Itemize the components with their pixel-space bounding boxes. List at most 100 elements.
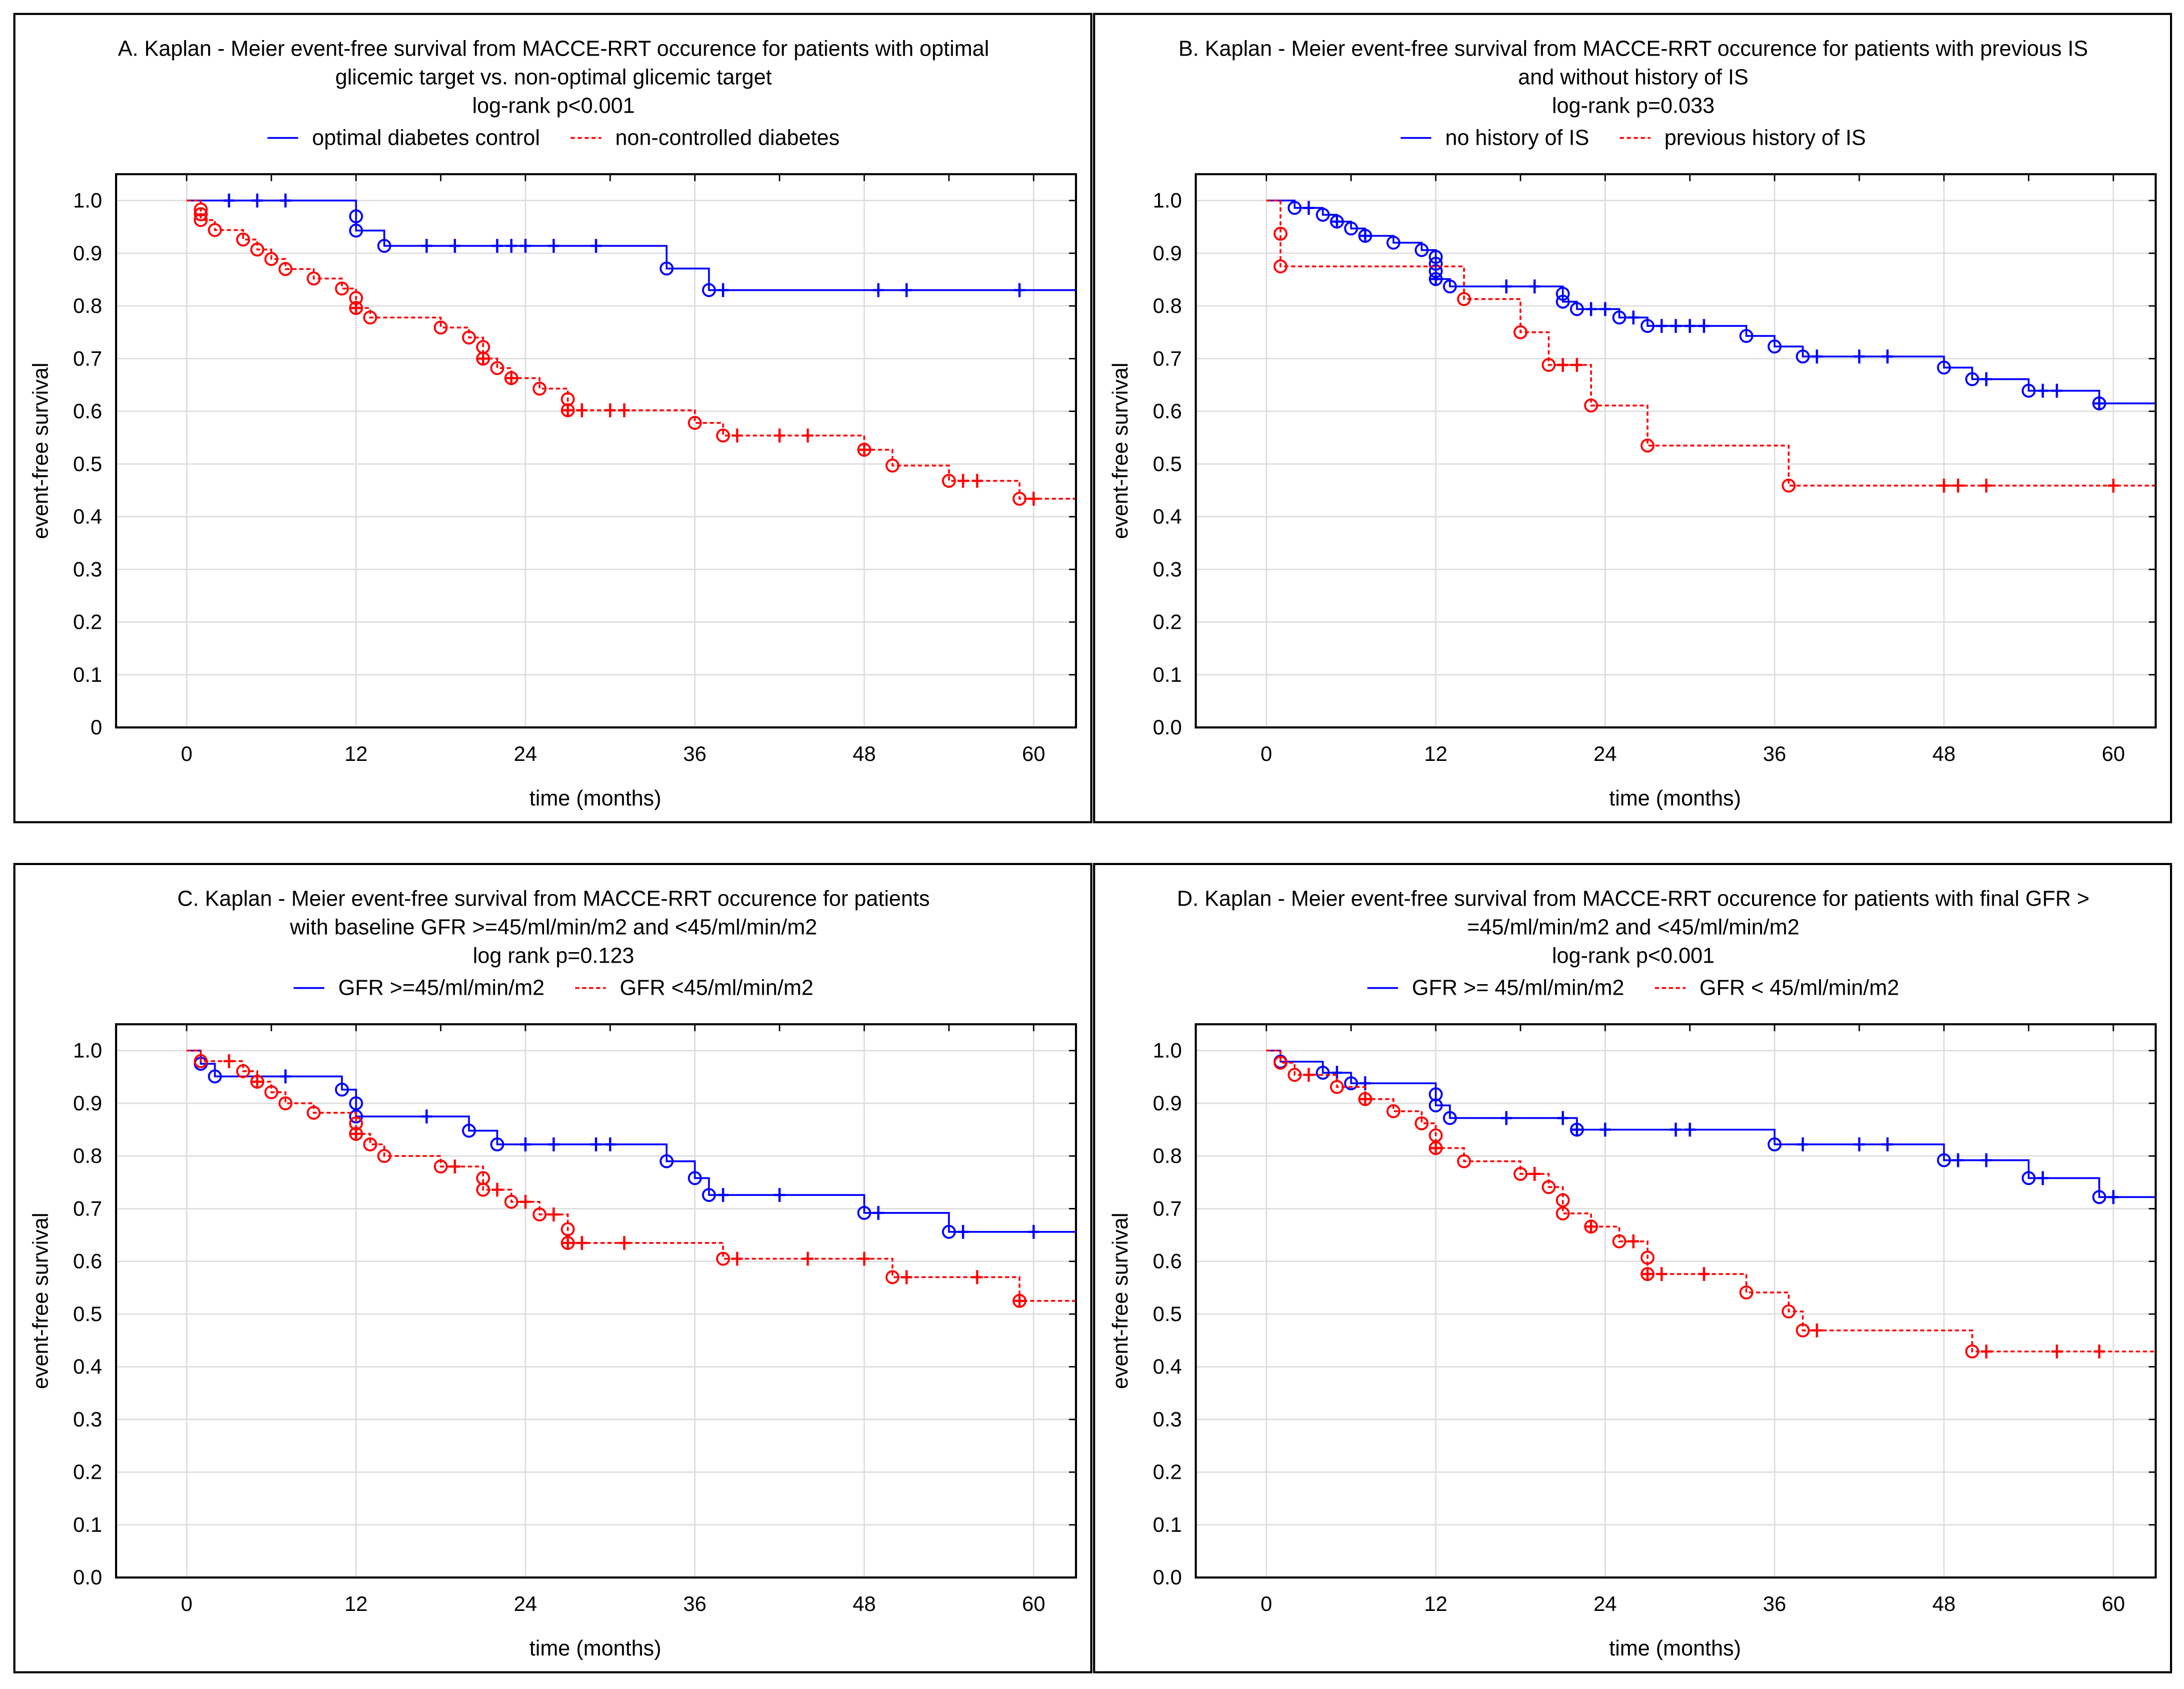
event-marker <box>660 1154 674 1168</box>
event-marker <box>857 1206 871 1220</box>
censor-marker <box>957 1224 969 1239</box>
y-tick-label: 0.1 <box>73 663 102 686</box>
event-marker <box>278 1096 293 1110</box>
legend: optimal diabetes control non-controlled d… <box>267 126 840 150</box>
censor-marker <box>2051 383 2063 398</box>
panel-b: B. Kaplan - Meier event-free survival fr… <box>1093 13 2172 823</box>
event-marker <box>1767 339 1782 354</box>
event-marker <box>433 1159 448 1174</box>
event-marker <box>194 1054 208 1068</box>
event-marker <box>1012 492 1027 506</box>
survival-curve <box>186 199 1076 500</box>
y-tick-label: 0.7 <box>1153 1196 1182 1220</box>
censor-marker <box>1670 319 1682 333</box>
censor-marker <box>1980 1344 1992 1359</box>
series-2 <box>186 1049 1076 1308</box>
censor-marker <box>1811 349 1823 364</box>
x-tick-label: 48 <box>1932 1592 1955 1615</box>
legend: no history of IS previous history of IS <box>1400 126 1866 150</box>
survival-curve <box>186 1049 1076 1233</box>
y-tick-label: 1.0 <box>1153 1039 1182 1062</box>
event-marker <box>1273 259 1288 274</box>
y-tick-label: 0.2 <box>1153 1460 1182 1484</box>
censor-marker <box>280 1069 291 1084</box>
event-marker <box>1443 1111 1457 1125</box>
censor-marker <box>1028 1224 1039 1239</box>
event-marker <box>377 239 391 253</box>
x-tick-label: 24 <box>514 1592 537 1615</box>
censor-marker <box>548 1207 560 1222</box>
panel-a: A. Kaplan - Meier event-free survival fr… <box>13 13 1093 823</box>
event-marker <box>1386 235 1401 250</box>
y-axis-label: event-free survival <box>29 362 53 539</box>
event-marker <box>702 1188 716 1202</box>
censor-marker <box>971 1270 983 1285</box>
x-tick-label: 12 <box>1424 1592 1447 1615</box>
event-marker <box>335 281 349 296</box>
event-marker <box>1612 310 1626 325</box>
x-tick-label: 60 <box>1022 742 1045 765</box>
survival-curve <box>1266 1049 2156 1198</box>
series-2 <box>1266 1049 2156 1359</box>
event-marker <box>349 1109 363 1124</box>
censor-marker <box>1557 358 1568 372</box>
chart-title-line: C. Kaplan - Meier event-free survival fr… <box>177 887 930 911</box>
chart-title-line: D. Kaplan - Meier event-free survival fr… <box>1177 887 2089 911</box>
y-tick-label: 0.6 <box>1153 1249 1182 1273</box>
censor-marker <box>421 1109 432 1124</box>
chart-title-line: log rank p=0.123 <box>473 944 634 968</box>
event-marker <box>504 1194 518 1209</box>
event-marker <box>1513 1167 1528 1181</box>
event-marker <box>264 1085 279 1099</box>
censor-marker <box>1797 1137 1809 1152</box>
x-tick-label: 36 <box>683 742 706 765</box>
event-marker <box>1414 1116 1429 1130</box>
event-marker <box>1555 294 1570 309</box>
censor-marker <box>1359 229 1371 243</box>
y-axis-label: event-free survival <box>1109 1213 1133 1389</box>
censor-marker <box>1698 319 1710 333</box>
censor-marker <box>2093 396 2105 410</box>
censor-marker <box>505 239 517 253</box>
event-marker <box>1316 1066 1330 1080</box>
event-marker <box>1767 1137 1782 1152</box>
event-marker <box>1287 1068 1302 1082</box>
legend: GFR >=45/ml/min/m2 GFR <45/ml/min/m2 <box>293 976 813 1000</box>
event-marker <box>688 1171 702 1185</box>
x-axis-label: time (months) <box>1609 1636 1741 1660</box>
event-marker <box>236 1064 250 1078</box>
event-marker <box>688 415 702 430</box>
censor-marker <box>619 1236 630 1250</box>
y-tick-label: 0.5 <box>1153 452 1182 476</box>
censor-marker <box>872 1206 884 1220</box>
event-marker <box>1555 1193 1570 1207</box>
censor-marker <box>576 403 588 417</box>
chart-title-line: log-rank p<0.001 <box>1552 944 1715 968</box>
legend-label-1: GFR >=45/ml/min/m2 <box>338 976 544 1000</box>
legend-label-2: previous history of IS <box>1665 126 1866 150</box>
event-marker <box>363 1137 377 1152</box>
event-marker <box>363 310 377 325</box>
censor-marker <box>548 239 560 253</box>
x-tick-label: 48 <box>853 742 876 765</box>
event-marker <box>532 1207 547 1222</box>
x-tick-label: 36 <box>1763 1592 1786 1615</box>
censor-marker <box>491 1182 503 1197</box>
censor-marker <box>2051 1344 2063 1359</box>
censor-marker <box>1500 1111 1512 1125</box>
legend-label-1: no history of IS <box>1445 126 1589 150</box>
censor-marker <box>605 1137 616 1152</box>
y-tick-label: 0.0 <box>73 1565 102 1589</box>
plot-frame <box>115 1023 1077 1579</box>
censor-marker <box>1656 1267 1668 1281</box>
y-tick-label: 0.7 <box>73 1196 102 1220</box>
y-tick-label: 0.8 <box>1153 1144 1182 1167</box>
censor-marker <box>505 371 517 385</box>
censor-marker <box>562 1236 574 1250</box>
event-marker <box>462 330 476 345</box>
y-tick-label: 0.8 <box>73 1144 102 1167</box>
censor-marker <box>1303 1068 1315 1082</box>
event-marker <box>1641 439 1655 453</box>
event-marker <box>1330 1080 1344 1094</box>
y-tick-label: 0.4 <box>73 505 102 528</box>
